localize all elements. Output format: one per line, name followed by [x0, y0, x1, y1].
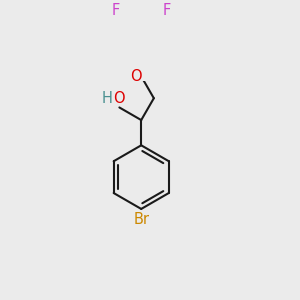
Text: F: F [163, 3, 171, 18]
Text: O: O [114, 92, 125, 106]
Text: H: H [102, 92, 113, 106]
Text: Br: Br [133, 212, 149, 227]
Text: F: F [112, 3, 120, 18]
Text: O: O [130, 69, 142, 84]
